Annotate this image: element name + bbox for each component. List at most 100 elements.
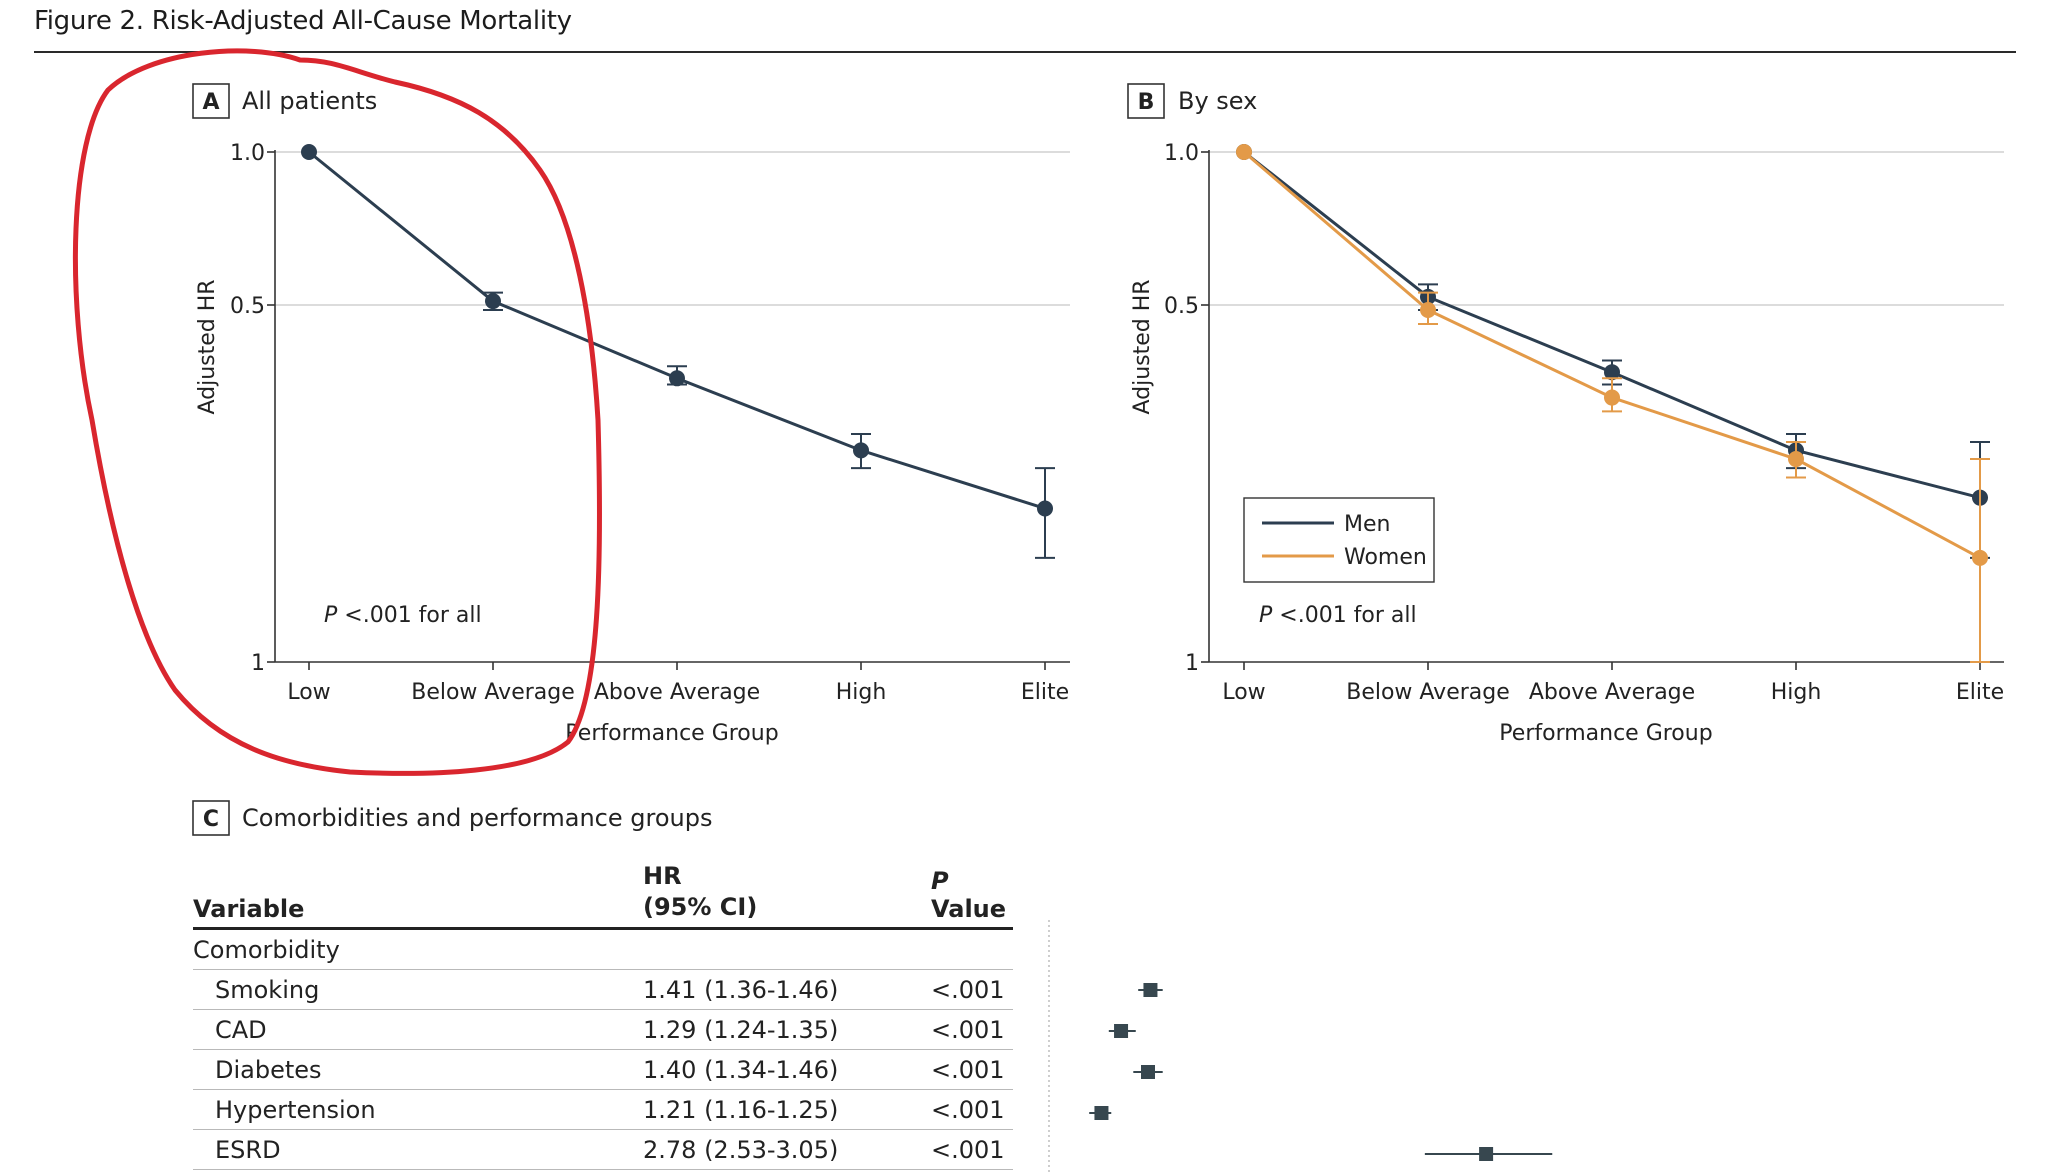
panel-a-plot: 1.0 0.5 1 Low Below Average Above Average High… <box>195 141 1070 746</box>
data-point <box>1972 549 1988 566</box>
p-value-text: <.001 for all <box>1272 603 1416 628</box>
x-tick-label: Below Average <box>411 680 575 705</box>
column-header-variable: Variable <box>193 895 305 923</box>
series-line <box>1243 150 1981 500</box>
data-point <box>301 144 317 160</box>
data-point <box>485 293 501 310</box>
table-header-rule <box>193 927 1013 930</box>
table-row: Hypertension 1.21 (1.16-1.25) <.001 <box>193 1090 1013 1130</box>
y-tick-label: 1 <box>1185 651 1199 676</box>
x-tick-label: Low <box>1222 680 1265 705</box>
table-group-row: Comorbidity <box>193 930 1013 970</box>
x-axis-label: Performance Group <box>565 721 778 746</box>
p-value-annotation: P <.001 for all <box>324 603 482 628</box>
legend-label-men: Men <box>1344 512 1390 537</box>
data-point <box>1236 144 1252 160</box>
variable-cell: CAD <box>215 1016 267 1044</box>
p-value-cell: <.001 <box>931 1136 1005 1164</box>
p-value-prefix: P <box>1259 603 1273 628</box>
panel-b-letter-box <box>1127 83 1165 119</box>
series-line <box>1243 150 1981 560</box>
x-tick-label: High <box>836 680 887 705</box>
data-point <box>669 370 685 387</box>
p-value-cell: <.001 <box>931 976 1005 1004</box>
legend-box <box>1243 497 1435 583</box>
x-tick-label: Above Average <box>594 680 760 705</box>
forest-plot <box>1089 983 1553 1161</box>
title-rule <box>34 51 2016 53</box>
panel-b: B By sex 1.0 0.5 1 Low Below Average Above Av… <box>1127 83 2004 746</box>
p-value-cell: <.001 <box>931 1056 1005 1084</box>
series-line <box>308 150 1046 510</box>
data-point <box>1037 500 1053 517</box>
variable-cell: Smoking <box>215 976 320 1004</box>
panel-c-letter: C <box>203 807 219 832</box>
x-tick-label: High <box>1771 680 1822 705</box>
panel-a-letter: A <box>202 90 219 115</box>
y-tick-label: 1.0 <box>230 141 265 166</box>
forest-marker <box>1143 983 1158 997</box>
data-point <box>1420 302 1436 318</box>
hr-cell: 2.78 (2.53-3.05) <box>643 1136 839 1164</box>
hr-cell: 1.40 (1.34-1.46) <box>643 1056 839 1084</box>
legend: Men Women <box>1243 497 1435 583</box>
figure-title: Figure 2. Risk-Adjusted All-Cause Mortal… <box>34 6 572 36</box>
forest-marker <box>1094 1106 1109 1120</box>
y-axis-label: Adjusted HR <box>195 279 220 414</box>
panel-a: A All patients 1.0 0.5 1 Low Below Average Ab… <box>192 83 1070 746</box>
group-label: Comorbidity <box>193 936 340 964</box>
variable-cell: Hypertension <box>215 1096 376 1124</box>
column-header-hr: HR (95% CI) <box>643 861 757 923</box>
variable-cell: ESRD <box>215 1136 281 1164</box>
panel-a-title: All patients <box>242 87 377 115</box>
table-header: Variable HR (95% CI) P Value <box>193 855 1013 927</box>
table-row: ESRD 2.78 (2.53-3.05) <.001 <box>193 1130 1013 1170</box>
y-tick-label: 1 <box>251 651 265 676</box>
panel-b-title: By sex <box>1178 87 1257 115</box>
table-row: Smoking 1.41 (1.36-1.46) <.001 <box>193 970 1013 1010</box>
x-tick-label: Below Average <box>1346 680 1510 705</box>
x-tick-label: Elite <box>1021 680 1069 705</box>
panel-a-letter-box <box>192 83 230 119</box>
data-point <box>1604 364 1620 381</box>
y-tick-label: 1.0 <box>1164 141 1199 166</box>
x-tick-label: Elite <box>1956 680 2004 705</box>
x-tick-label: Low <box>287 680 330 705</box>
p-value-cell: <.001 <box>931 1016 1005 1044</box>
red-freehand-circle-icon <box>72 48 603 776</box>
column-header-hr-line2: (95% CI) <box>643 893 758 921</box>
panel-c-title: Comorbidities and performance groups <box>242 804 712 832</box>
column-header-p-rest: Value <box>931 895 1007 923</box>
x-axis-label: Performance Group <box>1499 721 1712 746</box>
column-header-hr-line1: HR <box>643 862 682 890</box>
table-row: CAD 1.29 (1.24-1.35) <.001 <box>193 1010 1013 1050</box>
x-tick-label: Above Average <box>1529 680 1695 705</box>
y-tick-label: 0.5 <box>230 294 265 319</box>
variable-cell: Diabetes <box>215 1056 322 1084</box>
data-point <box>853 442 869 459</box>
panel-c-letter-box <box>192 800 230 836</box>
hr-cell: 1.41 (1.36-1.46) <box>643 976 839 1004</box>
panel-c: C Comorbidities and performance groups <box>192 800 1553 1175</box>
forest-marker <box>1141 1065 1155 1079</box>
p-value-prefix: P <box>324 603 338 628</box>
p-value-annotation: P <.001 for all <box>1259 603 1417 628</box>
panel-b-letter: B <box>1138 90 1155 115</box>
comorbidity-table: Variable HR (95% CI) P Value Comorbidity… <box>193 855 1013 1170</box>
p-value-text: <.001 for all <box>337 603 481 628</box>
data-point <box>1788 451 1804 468</box>
y-tick-label: 0.5 <box>1164 294 1199 319</box>
data-point <box>1604 389 1620 406</box>
column-header-p: P Value <box>931 867 1013 923</box>
table-row: Diabetes 1.40 (1.34-1.46) <.001 <box>193 1050 1013 1090</box>
table-body: Smoking 1.41 (1.36-1.46) <.001 CAD 1.29 (1.2… <box>193 970 1013 1170</box>
p-value-cell: <.001 <box>931 1096 1005 1124</box>
forest-marker <box>1479 1147 1494 1161</box>
hr-cell: 1.21 (1.16-1.25) <box>643 1096 839 1124</box>
hr-cell: 1.29 (1.24-1.35) <box>643 1016 839 1044</box>
y-axis-label: Adjusted HR <box>1130 279 1155 414</box>
panel-b-plot: 1.0 0.5 1 Low Below Average Above Average High… <box>1130 141 2004 746</box>
forest-marker <box>1114 1024 1129 1038</box>
legend-label-women: Women <box>1344 545 1427 570</box>
